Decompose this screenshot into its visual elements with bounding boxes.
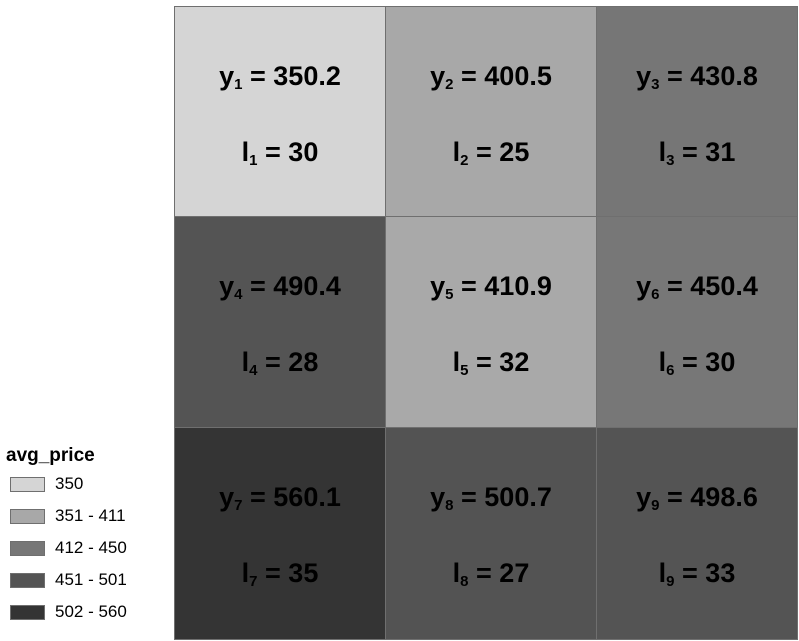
legend-item: 412 - 450	[6, 535, 172, 567]
legend-swatch	[10, 509, 45, 524]
y-number: 410.9	[484, 271, 552, 301]
cell-l-value: l3 = 31	[658, 137, 736, 169]
l-symbol: l	[452, 137, 461, 167]
y-subscript: 2	[445, 76, 454, 93]
legend: avg_price 350 351 - 411 412 - 450 451 - …	[6, 444, 172, 631]
legend-item: 451 - 501	[6, 567, 172, 599]
map-cell-3: y3 = 430.8 l3 = 31	[596, 6, 798, 217]
legend-item: 351 - 411	[6, 503, 172, 535]
cell-y-value: y4 = 490.4	[219, 271, 341, 303]
map-cell-6: y6 = 450.4 l6 = 30	[596, 216, 798, 428]
l-subscript: 4	[249, 362, 258, 379]
y-number: 490.4	[273, 271, 341, 301]
y-symbol: y	[636, 271, 652, 301]
l-symbol: l	[658, 137, 667, 167]
l-symbol: l	[452, 558, 461, 588]
y-number: 500.7	[484, 482, 552, 512]
l-subscript: 8	[460, 573, 469, 590]
y-subscript: 7	[234, 497, 243, 514]
y-subscript: 5	[445, 286, 454, 303]
legend-label: 412 - 450	[55, 538, 127, 557]
legend-swatch	[10, 605, 45, 620]
y-subscript: 6	[651, 286, 660, 303]
legend-label: 351 - 411	[55, 506, 126, 525]
cell-y-value: y8 = 500.7	[430, 482, 552, 514]
map-cell-5: y5 = 410.9 l5 = 32	[385, 216, 597, 428]
legend-swatch	[10, 541, 45, 556]
l-number: 30	[705, 347, 736, 377]
legend-label: 502 - 560	[55, 602, 127, 621]
y-symbol: y	[219, 482, 235, 512]
cell-l-value: l2 = 25	[452, 137, 530, 169]
legend-label: 451 - 501	[55, 570, 127, 589]
legend-title: avg_price	[6, 445, 95, 466]
cell-l-value: l5 = 32	[452, 347, 530, 379]
y-subscript: 3	[651, 76, 660, 93]
l-subscript: 5	[460, 362, 469, 379]
cell-y-value: y1 = 350.2	[219, 61, 341, 93]
y-number: 450.4	[690, 271, 758, 301]
cell-y-value: y3 = 430.8	[636, 61, 758, 93]
cell-y-value: y9 = 498.6	[636, 482, 758, 514]
y-symbol: y	[636, 482, 652, 512]
l-number: 31	[705, 137, 736, 167]
y-symbol: y	[430, 482, 446, 512]
cell-y-value: y7 = 560.1	[219, 482, 341, 514]
y-subscript: 1	[234, 76, 243, 93]
legend-swatch	[10, 573, 45, 588]
l-subscript: 2	[460, 152, 469, 169]
cell-l-value: l6 = 30	[658, 347, 736, 379]
l-symbol: l	[241, 137, 250, 167]
y-number: 430.8	[690, 61, 758, 91]
cell-l-value: l7 = 35	[241, 558, 319, 590]
cell-l-value: l9 = 33	[658, 558, 736, 590]
map-cell-1: y1 = 350.2 l1 = 30	[174, 6, 386, 217]
cell-y-value: y5 = 410.9	[430, 271, 552, 303]
map-cell-2: y2 = 400.5 l2 = 25	[385, 6, 597, 217]
cell-l-value: l1 = 30	[241, 137, 319, 169]
y-symbol: y	[636, 61, 652, 91]
cell-y-value: y2 = 400.5	[430, 61, 552, 93]
y-subscript: 8	[445, 497, 454, 514]
y-symbol: y	[430, 271, 446, 301]
l-number: 25	[499, 137, 530, 167]
map-cell-4: y4 = 490.4 l4 = 28	[174, 216, 386, 428]
l-number: 27	[499, 558, 530, 588]
l-subscript: 7	[249, 573, 258, 590]
y-symbol: y	[430, 61, 446, 91]
y-number: 498.6	[690, 482, 758, 512]
l-subscript: 1	[249, 152, 258, 169]
cell-y-value: y6 = 450.4	[636, 271, 758, 303]
map-cell-9: y9 = 498.6 l9 = 33	[596, 427, 798, 640]
map-cell-7: y7 = 560.1 l7 = 35	[174, 427, 386, 640]
l-symbol: l	[658, 347, 667, 377]
y-number: 350.2	[273, 61, 341, 91]
legend-swatch	[10, 477, 45, 492]
y-symbol: y	[219, 271, 235, 301]
y-subscript: 9	[651, 497, 660, 514]
l-subscript: 6	[666, 362, 675, 379]
l-symbol: l	[241, 558, 250, 588]
l-number: 33	[705, 558, 736, 588]
legend-item: 502 - 560	[6, 599, 172, 631]
map-cell-8: y8 = 500.7 l8 = 27	[385, 427, 597, 640]
l-subscript: 3	[666, 152, 675, 169]
y-symbol: y	[219, 61, 235, 91]
y-subscript: 4	[234, 286, 243, 303]
y-number: 560.1	[273, 482, 341, 512]
legend-item: 350	[6, 471, 172, 503]
legend-label: 350	[55, 474, 84, 493]
l-number: 32	[499, 347, 530, 377]
l-number: 35	[288, 558, 319, 588]
l-symbol: l	[658, 558, 667, 588]
l-subscript: 9	[666, 573, 675, 590]
l-symbol: l	[452, 347, 461, 377]
cell-l-value: l4 = 28	[241, 347, 319, 379]
l-number: 30	[288, 137, 319, 167]
cell-l-value: l8 = 27	[452, 558, 530, 590]
y-number: 400.5	[484, 61, 552, 91]
l-symbol: l	[241, 347, 250, 377]
map-grid: y1 = 350.2 l1 = 30 y2 = 400.5 l2 = 25 y3…	[174, 6, 798, 640]
l-number: 28	[288, 347, 319, 377]
